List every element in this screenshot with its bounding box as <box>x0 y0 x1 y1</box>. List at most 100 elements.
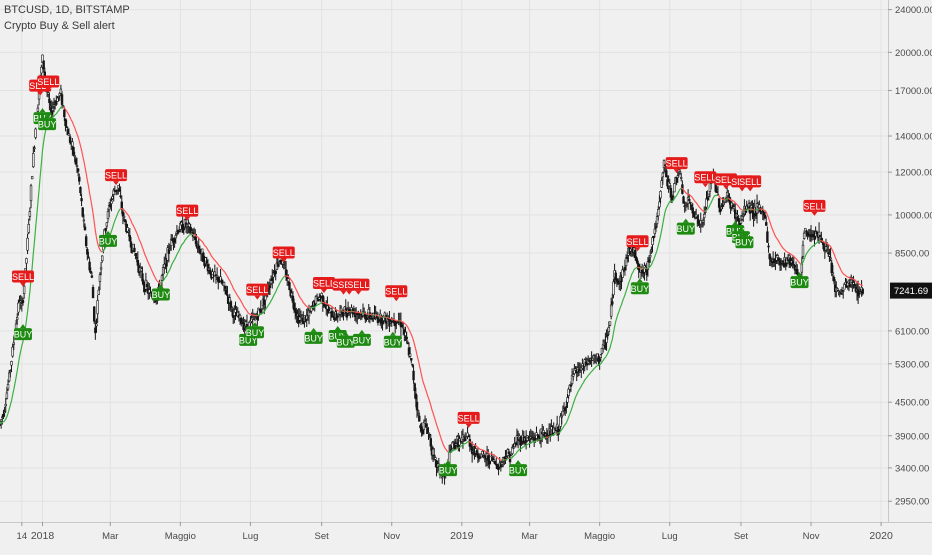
candle-body <box>378 320 380 321</box>
candle-body <box>412 364 414 365</box>
candle-body <box>698 220 700 224</box>
x-tick-label: 2019 <box>450 530 474 542</box>
candle-body <box>11 361 13 365</box>
candle-body <box>670 188 672 197</box>
candle-body <box>613 282 615 295</box>
candle-body <box>658 202 660 207</box>
candle-body <box>116 190 118 191</box>
candle-body <box>129 235 131 241</box>
candle-body <box>493 460 495 461</box>
candle-body <box>284 266 286 267</box>
candle-body <box>86 249 88 254</box>
candle-body <box>649 255 651 257</box>
buy-label: BUY <box>14 330 33 340</box>
candle-body <box>571 376 573 384</box>
candle-body <box>8 373 10 381</box>
candle-body <box>117 186 119 189</box>
candle-body <box>441 477 443 478</box>
candle-body <box>560 416 562 426</box>
candle-body <box>816 232 818 234</box>
candle-body <box>66 127 68 128</box>
candle-body <box>17 303 19 312</box>
candle-body <box>402 327 404 328</box>
candle-body <box>655 227 657 228</box>
candle-body <box>690 202 692 203</box>
candle-body <box>795 267 797 268</box>
candle-body <box>656 217 658 224</box>
candle-body <box>278 262 280 263</box>
candle-body <box>101 256 103 261</box>
candle-body <box>140 269 142 271</box>
candle-body <box>73 147 75 154</box>
candle-body <box>16 318 18 320</box>
candle-body <box>134 248 136 251</box>
candle-body <box>50 106 52 107</box>
candle-body <box>82 208 84 217</box>
candle-body <box>90 271 92 272</box>
sell-label: SELL <box>666 159 688 169</box>
candle-body <box>183 229 185 230</box>
candle-body <box>662 173 664 177</box>
candle-body <box>294 309 296 312</box>
candle-body <box>338 315 340 316</box>
buy-label: BUY <box>509 466 528 476</box>
candle-body <box>178 231 180 232</box>
candle-body <box>624 267 626 270</box>
candle-body <box>608 327 610 331</box>
candle-body <box>337 316 339 317</box>
sell-label: SELL <box>627 237 649 247</box>
x-tick-label: 14 <box>17 531 28 542</box>
candle-body <box>60 89 62 93</box>
candle-body <box>28 224 30 232</box>
candle-body <box>191 231 193 232</box>
buy-label: BUY <box>439 466 458 476</box>
candle-body <box>406 337 408 339</box>
candle-body <box>561 416 563 417</box>
candle-body <box>466 437 468 439</box>
candle-body <box>537 435 539 436</box>
candle-body <box>291 293 293 296</box>
candle-body <box>665 171 667 177</box>
candle-body <box>568 389 570 396</box>
candle-body <box>93 307 95 321</box>
candle-body <box>227 295 229 296</box>
candle-body <box>470 446 472 447</box>
candle-body <box>47 93 49 95</box>
candle-body <box>68 134 70 136</box>
buy-label: BUY <box>246 328 265 338</box>
x-tick-label: Mar <box>102 531 118 542</box>
sell-label: SELL <box>385 287 407 297</box>
buy-label: BUY <box>735 238 754 248</box>
candle-body <box>63 110 65 117</box>
candle-body <box>261 308 263 309</box>
candle-body <box>660 191 662 198</box>
y-tick-label: 8500.00 <box>895 249 929 260</box>
candle-body <box>780 263 782 264</box>
candle-body <box>225 290 227 294</box>
candle-body <box>564 408 566 411</box>
candle-body <box>301 316 303 317</box>
candle-body <box>206 261 208 263</box>
candle-body <box>189 224 191 227</box>
candle-body <box>600 355 602 358</box>
candle-body <box>634 250 636 257</box>
candle-body <box>762 211 764 212</box>
candle-body <box>43 61 45 69</box>
candle-body <box>455 444 457 446</box>
candle-body <box>21 304 23 305</box>
candle-body <box>579 371 581 372</box>
sell-label: SELL <box>739 177 761 187</box>
candle-body <box>733 207 735 209</box>
indicator-name[interactable]: Crypto Buy & Sell alert <box>4 18 130 34</box>
candle-body <box>23 286 25 294</box>
candle-body <box>657 210 659 216</box>
candle-body <box>642 272 644 273</box>
candle-body <box>77 169 79 171</box>
candle-body <box>65 119 67 126</box>
candle-body <box>842 290 844 291</box>
candle-body <box>686 205 688 206</box>
candle-body <box>609 322 611 326</box>
candle-body <box>121 202 123 209</box>
